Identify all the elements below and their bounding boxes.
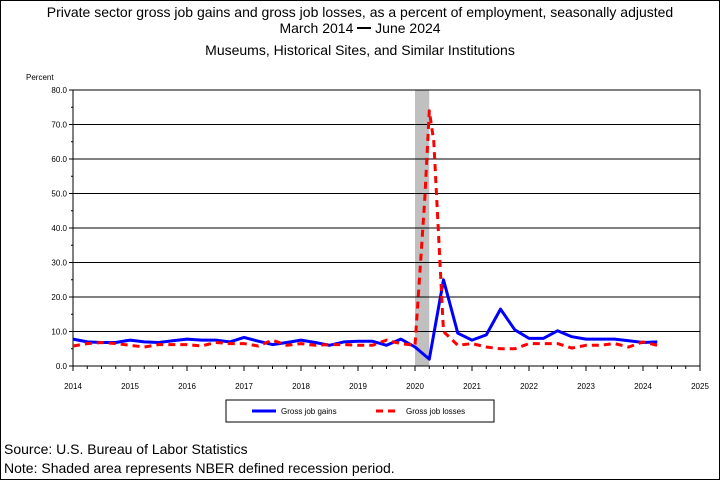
- y-tick-label: 0.0: [56, 362, 68, 371]
- y-tick-label: 60.0: [51, 155, 67, 164]
- recession-note: Note: Shaded area represents NBER define…: [4, 460, 395, 476]
- x-tick-label: 2021: [463, 382, 481, 391]
- chart-title: Private sector gross job gains and gross…: [46, 4, 674, 20]
- chart-subtitle: Museums, Historical Sites, and Similar I…: [205, 42, 515, 58]
- x-tick-label: 2022: [520, 382, 538, 391]
- y-tick-label: 40.0: [51, 224, 67, 233]
- legend-label-gains: Gross job gains: [281, 407, 337, 416]
- x-tick-label: 2019: [349, 382, 367, 391]
- source-note: Source: U.S. Bureau of Labor Statistics: [4, 441, 248, 457]
- x-tick-label: 2023: [577, 382, 595, 391]
- x-tick-label: 2014: [64, 382, 82, 391]
- x-tick-label: 2024: [634, 382, 652, 391]
- y-tick-label: 50.0: [51, 190, 67, 199]
- date-range-end: June 2024: [375, 20, 441, 36]
- series-line-gross-job-losses: [72, 109, 658, 351]
- x-tick-label: 2018: [292, 382, 310, 391]
- legend-box: [225, 399, 495, 423]
- y-tick-label: 20.0: [51, 293, 67, 302]
- y-tick-label: 10.0: [51, 328, 67, 337]
- y-tick-label: 30.0: [51, 259, 67, 268]
- y-tick-label: 70.0: [51, 121, 67, 130]
- legend-label-losses: Gross job losses: [406, 407, 465, 416]
- y-tick-label: 80.0: [51, 86, 67, 95]
- x-tick-label: 2025: [691, 382, 709, 391]
- x-tick-label: 2016: [178, 382, 196, 391]
- series-line-gross-job-gains: [72, 278, 658, 361]
- dash-separator: [357, 26, 372, 29]
- x-tick-label: 2017: [235, 382, 253, 391]
- y-axis-label: Percent: [26, 73, 54, 82]
- x-tick-label: 2020: [406, 382, 424, 391]
- date-range-start: March 2014: [279, 20, 354, 36]
- x-tick-label: 2015: [121, 382, 139, 391]
- chart-date-range: March 2014 June 2024: [0, 20, 720, 36]
